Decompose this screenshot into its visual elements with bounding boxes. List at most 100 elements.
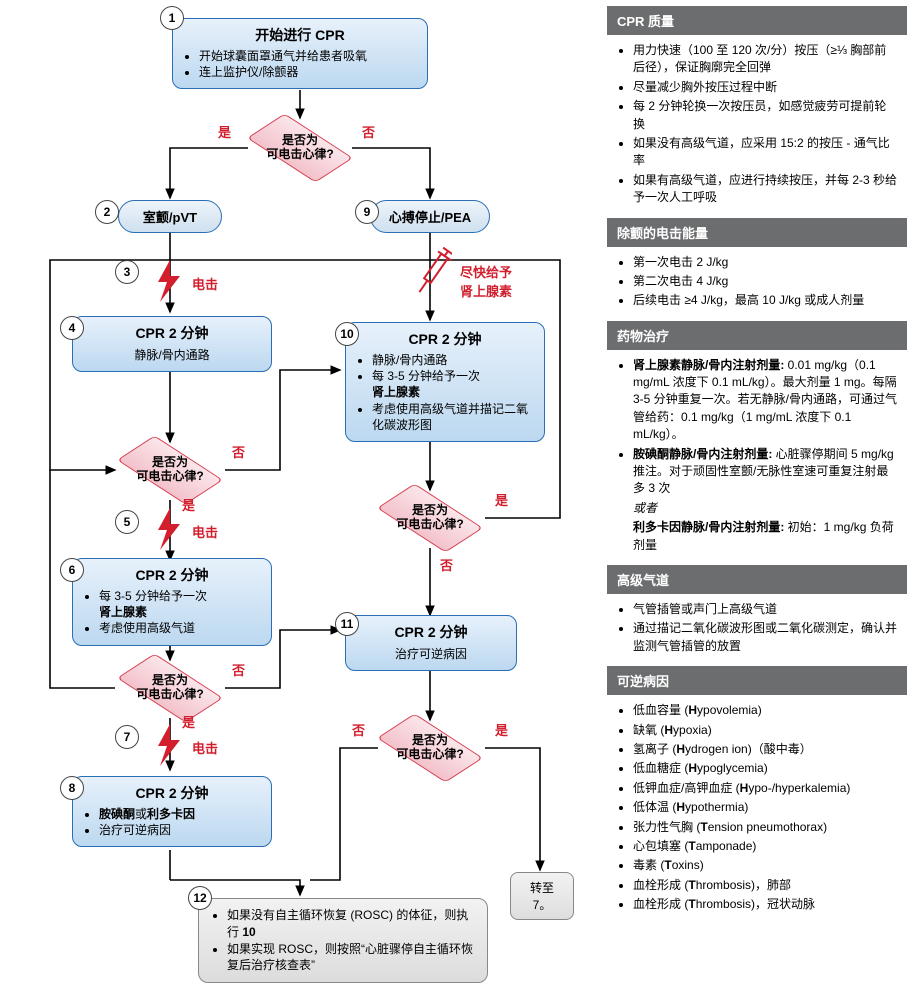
box1-item: 连上监护仪/除颤器	[199, 64, 417, 80]
label-yes: 是	[495, 720, 508, 739]
side-item: 尽量减少胸外按压过程中断	[633, 79, 897, 96]
flowchart-area: 1 2 3 4 5 6 7 8 9 10 11 12 开始进行 CPR 开始球囊…	[0, 0, 600, 952]
side-item: 低钾血症/高钾血症 (Hypo-/hyperkalemia)	[633, 780, 897, 797]
label-no: 否	[232, 660, 245, 679]
box-vf-pvt: 室颤/pVT	[118, 200, 222, 233]
side-item: 如果没有高级气道，应采用 15:2 的按压 - 通气比率	[633, 135, 897, 170]
side-item: 第二次电击 4 J/kg	[633, 273, 897, 290]
step-num: 1	[169, 11, 176, 25]
decision-after-4: 是否为可电击心律?	[115, 442, 225, 498]
step-num: 12	[193, 891, 206, 905]
step-num: 5	[124, 515, 131, 529]
box-cpr-8: CPR 2 分钟 胺碘酮或利多卡因 治疗可逆病因	[72, 776, 272, 847]
side-para: 或者	[617, 500, 897, 517]
box-asystole-pea: 心搏停止/PEA	[370, 200, 490, 233]
side-header-reversible: 可逆病因	[607, 666, 907, 695]
shock-icon	[150, 722, 186, 771]
side-item: 通过描记二氧化碳波形图或二氧化碳测定，确认并监测气管插管的放置	[633, 620, 897, 655]
step-num: 7	[124, 730, 131, 744]
box-rosc-12: 如果没有自主循环恢复 (ROSC) 的体征，则执行 10 如果实现 ROSC，则…	[198, 898, 488, 983]
label-shock: 电击	[192, 522, 218, 541]
side-body-drugs: 肾上腺素静脉/骨内注射剂量: 0.01 mg/kg（0.1 mg/mL 浓度下 …	[607, 350, 907, 565]
box-cpr-4: CPR 2 分钟 静脉/骨内通路	[72, 316, 272, 372]
decision-l2: 可电击心律?	[266, 148, 333, 162]
box8-item: 胺碘酮或利多卡因	[99, 806, 261, 822]
step-circle-10: 10	[335, 322, 359, 346]
syringe-icon	[412, 246, 452, 305]
box11-sub: 治疗可逆病因	[356, 645, 506, 662]
label-shock: 电击	[192, 738, 218, 757]
box1-title: 开始进行 CPR	[183, 25, 417, 45]
step-num: 6	[69, 563, 76, 577]
step-circle-5: 5	[115, 510, 139, 534]
box-cpr-10: CPR 2 分钟 静脉/骨内通路 每 3-5 分钟给予一次肾上腺素 考虑使用高级…	[345, 322, 545, 442]
step-circle-11: 11	[335, 612, 359, 636]
box1-list: 开始球囊面罩通气并给患者吸氧 连上监护仪/除颤器	[183, 48, 417, 80]
box9-title: 心搏停止/PEA	[389, 210, 471, 225]
step-num: 10	[340, 327, 353, 341]
side-body-airway: 气管插管或声门上高级气道 通过描记二氧化碳波形图或二氧化碳测定，确认并监测气管插…	[607, 594, 907, 666]
side-body-reversible: 低血容量 (Hypovolemia) 缺氧 (Hypoxia) 氢离子 (Hyd…	[607, 695, 907, 924]
box2-title: 室颤/pVT	[143, 210, 197, 225]
decision-after-10: 是否为可电击心律?	[375, 490, 485, 546]
box10-item: 静脉/骨内通路	[372, 352, 534, 368]
label-yes: 是	[218, 122, 231, 141]
decision-l1: 是否为	[282, 134, 318, 148]
box-cpr-11: CPR 2 分钟 治疗可逆病因	[345, 615, 517, 671]
box4-sub: 静脉/骨内通路	[83, 346, 261, 363]
side-header-defib: 除颤的电击能量	[607, 218, 907, 247]
side-header-airway: 高级气道	[607, 565, 907, 594]
label-no: 否	[232, 442, 245, 461]
step-circle-3: 3	[115, 260, 139, 284]
label-yes: 是	[495, 490, 508, 509]
step-circle-4: 4	[60, 316, 84, 340]
side-item: 低血容量 (Hypovolemia)	[633, 702, 897, 719]
step-circle-2: 2	[95, 200, 119, 224]
box6-item: 每 3-5 分钟给予一次肾上腺素	[99, 588, 261, 620]
box8-list: 胺碘酮或利多卡因 治疗可逆病因	[83, 806, 261, 838]
box11-title: CPR 2 分钟	[356, 622, 506, 642]
label-shock: 电击	[192, 274, 218, 293]
step-circle-1: 1	[160, 6, 184, 30]
box4-title: CPR 2 分钟	[83, 323, 261, 343]
shock-icon	[150, 506, 186, 555]
box10-list: 静脉/骨内通路 每 3-5 分钟给予一次肾上腺素 考虑使用高级气道并描记二氧化碳…	[356, 352, 534, 433]
side-para: 胺碘酮静脉/骨内注射剂量: 心脏骤停期间 5 mg/kg 推注。对于顽固性室颤/…	[633, 446, 897, 498]
side-body-defib: 第一次电击 2 J/kg 第二次电击 4 J/kg 后续电击 ≥4 J/kg，最…	[607, 247, 907, 321]
step-num: 2	[104, 205, 111, 219]
side-item: 血栓形成 (Thrombosis)，冠状动脉	[633, 896, 897, 913]
step-circle-8: 8	[60, 776, 84, 800]
box6-title: CPR 2 分钟	[83, 565, 261, 585]
side-item: 低体温 (Hypothermia)	[633, 799, 897, 816]
side-body-cpr-quality: 用力快速（100 至 120 次/分）按压（≥⅓ 胸部前后径），保证胸廓完全回弹…	[607, 35, 907, 218]
side-para: 肾上腺素静脉/骨内注射剂量: 0.01 mg/kg（0.1 mg/mL 浓度下 …	[633, 357, 897, 444]
goto-text: 转至 7。	[530, 881, 554, 912]
side-item: 气管插管或声门上高级气道	[633, 601, 897, 618]
box-cpr-6: CPR 2 分钟 每 3-5 分钟给予一次肾上腺素 考虑使用高级气道	[72, 558, 272, 646]
side-item: 心包填塞 (Tamponade)	[633, 838, 897, 855]
step-num: 4	[69, 321, 76, 335]
step-circle-7: 7	[115, 725, 139, 749]
side-item: 每 2 分钟轮换一次按压员，如感觉疲劳可提前轮换	[633, 98, 897, 133]
box12-item: 如果没有自主循环恢复 (ROSC) 的体征，则执行 10	[227, 907, 475, 941]
side-item: 氢离子 (Hydrogen ion)（酸中毒）	[633, 741, 897, 758]
side-item: 低血糖症 (Hypoglycemia)	[633, 760, 897, 777]
side-item: 第一次电击 2 J/kg	[633, 254, 897, 271]
step-num: 3	[124, 265, 131, 279]
label-no: 否	[440, 555, 453, 574]
box10-item: 每 3-5 分钟给予一次肾上腺素	[372, 368, 534, 400]
side-item: 毒素 (Toxins)	[633, 857, 897, 874]
goto-7-box: 转至 7。	[510, 872, 574, 920]
label-no: 否	[352, 720, 365, 739]
step-circle-9: 9	[355, 200, 379, 224]
step-num: 8	[69, 781, 76, 795]
step-circle-6: 6	[60, 558, 84, 582]
decision-after-6: 是否为可电击心律?	[115, 660, 225, 716]
decision-after-11: 是否为可电击心律?	[375, 720, 485, 776]
side-item: 后续电击 ≥4 J/kg，最高 10 J/kg 或成人剂量	[633, 292, 897, 309]
step-num: 11	[341, 617, 354, 631]
side-item: 血栓形成 (Thrombosis)，肺部	[633, 877, 897, 894]
label-no: 否	[362, 122, 375, 141]
box10-item: 考虑使用高级气道并描记二氧化碳波形图	[372, 401, 534, 433]
shock-icon	[150, 258, 186, 307]
